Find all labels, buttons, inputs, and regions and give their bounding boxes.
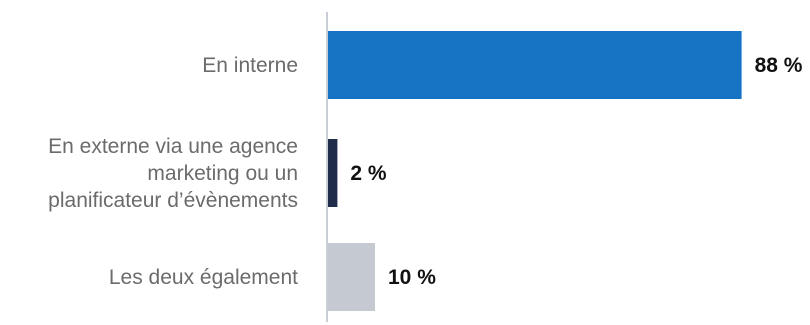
value-labels-group: 88 % 2 % 10 % — [350, 54, 802, 289]
category-label-line: planificateur d’évènements — [48, 189, 298, 212]
bar-1 — [328, 31, 742, 99]
bars-group — [328, 31, 742, 311]
bar-2 — [328, 139, 338, 207]
value-label-2: 2 % — [350, 162, 387, 185]
value-label-1: 88 % — [755, 54, 803, 77]
category-label-line: Les deux également — [109, 266, 298, 289]
category-label-line: marketing ou un — [147, 162, 298, 185]
value-label-3: 10 % — [388, 266, 436, 289]
category-label-3: Les deux également — [109, 266, 298, 289]
category-label-line: En interne — [202, 54, 298, 77]
bar-3 — [328, 243, 375, 311]
category-label-2: En externe via une agence marketing ou un… — [48, 135, 298, 212]
category-labels-group: En interne En externe via une agence marke… — [48, 54, 298, 289]
category-label-line: En externe via une agence — [48, 135, 298, 158]
category-label-1: En interne — [202, 54, 298, 77]
